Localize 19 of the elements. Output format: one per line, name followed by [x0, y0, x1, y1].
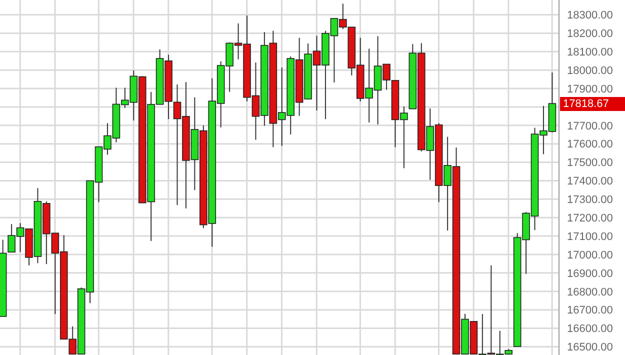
y-tick-label: 18000.00: [567, 64, 613, 77]
y-tick-label: 17400.00: [567, 176, 613, 188]
y-tick-label: 16800.00: [567, 286, 613, 298]
y-tick-label: 18200.00: [567, 28, 613, 40]
y-tick-label: 17300.00: [567, 194, 613, 206]
text: 17818.67: [560, 96, 625, 111]
y-tick-label: 17500.00: [567, 157, 613, 170]
y-tick-label: 18100.00: [567, 46, 613, 59]
y-tick-label: 16900.00: [567, 268, 613, 280]
y-tick-label: 16500.00: [567, 342, 613, 354]
y-tick-label: 17600.00: [567, 138, 613, 151]
y-tick-label: 17000.00: [567, 249, 613, 262]
y-tick-label: 16600.00: [567, 323, 613, 336]
y-tick-label: 18300.00: [567, 10, 613, 22]
y-tick-label: 17200.00: [567, 212, 613, 225]
y-tick-label: 17700.00: [567, 120, 613, 132]
y-tick-label: 17900.00: [567, 83, 613, 96]
y-tick-label: 16700.00: [567, 304, 613, 317]
y-tick-label: 17100.00: [567, 230, 613, 243]
